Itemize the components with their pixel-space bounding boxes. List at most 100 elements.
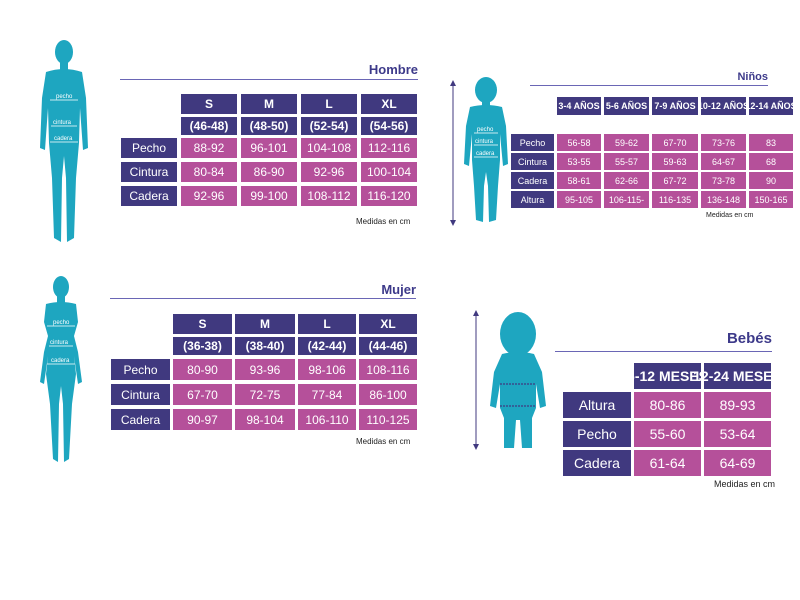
mujer-cell: 98-106 [297, 358, 357, 381]
mujer-row-label: Cintura [110, 383, 171, 406]
bebes-cell: 61-64 [633, 449, 702, 477]
hombre-size-m: M [240, 93, 298, 115]
ninos-cell: 73-76 [700, 133, 747, 152]
hombre-eu-s: (46-48) [180, 116, 238, 136]
ninos-cell: 59-63 [651, 152, 699, 171]
mujer-eu-l: (42-44) [297, 336, 357, 356]
ninos-cell: 116-135 [651, 190, 699, 209]
mujer-eu-xl: (44-46) [358, 336, 418, 356]
mujer-size-m: M [234, 313, 296, 335]
mujer-cell: 93-96 [234, 358, 296, 381]
mujer-cell: 67-70 [172, 383, 233, 406]
hombre-row-label: Pecho [120, 137, 178, 159]
ninos-size: 5-6 AÑOS [603, 96, 650, 116]
ninos-row-label: Altura [510, 190, 555, 209]
hombre-cell: 104-108 [300, 137, 358, 159]
ninos-size: 3-4 AÑOS [556, 96, 602, 116]
ninos-note: Medidas en cm [706, 212, 754, 219]
mujer-note: Medidas en cm [356, 437, 411, 446]
ninos-size: 10-12 AÑOS [698, 96, 749, 116]
bebes-cell: 64-69 [703, 449, 772, 477]
man-chest-label: pecho [56, 94, 73, 100]
bebes-row-label: Cadera [562, 449, 632, 477]
hombre-rule [120, 79, 418, 80]
hombre-title: Hombre [368, 62, 418, 77]
mujer-cell: 90-97 [172, 408, 233, 431]
mujer-size-xl: XL [358, 313, 418, 335]
ninos-title: Niños [737, 71, 768, 83]
woman-silhouette: pecho cintura cadera [40, 276, 82, 462]
hombre-cell: 96-101 [240, 137, 298, 159]
woman-waist-label: cintura [50, 340, 69, 346]
hombre-size-xl: XL [360, 93, 418, 115]
hombre-row-label: Cadera [120, 185, 178, 207]
hombre-eu-xl: (54-56) [360, 116, 418, 136]
mujer-title: Mujer [381, 282, 416, 297]
woman-hip-label: cadera [51, 358, 70, 364]
bebes-height-arrow [473, 310, 479, 450]
ninos-cell: 83 [748, 133, 794, 152]
ninos-rule [530, 85, 768, 86]
ninos-size: 7-9 AÑOS [651, 96, 699, 116]
ninos-cell: 136-148 [700, 190, 747, 209]
bebes-cell: 55-60 [633, 420, 702, 448]
bebes-size: 12-24 MESES [693, 362, 782, 390]
hombre-cell: 80-84 [180, 161, 238, 183]
woman-chest-label: pecho [53, 320, 70, 326]
hombre-cell: 88-92 [180, 137, 238, 159]
mujer-row-label: Cadera [110, 408, 171, 431]
man-silhouette: pecho cintura cadera [40, 40, 88, 242]
hombre-cell: 108-112 [300, 185, 358, 207]
mujer-cell: 77-84 [297, 383, 357, 406]
ninos-cell: 56-58 [556, 133, 602, 152]
ninos-row-label: Pecho [510, 133, 555, 152]
hombre-cell: 100-104 [360, 161, 418, 183]
ninos-size: 12-14 AÑOS [745, 96, 797, 116]
ninos-cell: 64-67 [700, 152, 747, 171]
hombre-row-label: Cintura [120, 161, 178, 183]
child-waist-label: cintura [475, 139, 494, 145]
bebes-cell: 53-64 [703, 420, 772, 448]
ninos-cell: 73-78 [700, 171, 747, 190]
ninos-height-arrow [450, 80, 456, 226]
hombre-note: Medidas en cm [356, 217, 411, 226]
mujer-eu-s: (36-38) [172, 336, 233, 356]
man-waist-label: cintura [53, 120, 72, 126]
hombre-cell: 92-96 [180, 185, 238, 207]
ninos-cell: 55-57 [603, 152, 650, 171]
ninos-row-label: Cintura [510, 152, 555, 171]
bebes-cell: 80-86 [633, 391, 702, 419]
ninos-row-label: Cadera [510, 171, 555, 190]
bebes-size: 6-12 MESES [627, 362, 708, 390]
man-hip-label: cadera [54, 136, 73, 142]
baby-silhouette [490, 312, 546, 448]
mujer-cell: 110-125 [358, 408, 418, 431]
bebes-row-label: Pecho [562, 420, 632, 448]
mujer-cell: 80-90 [172, 358, 233, 381]
ninos-cell: 90 [748, 171, 794, 190]
child-silhouette: pecho cintura cadera [464, 77, 508, 222]
mujer-rule [110, 298, 416, 299]
hombre-cell: 116-120 [360, 185, 418, 207]
hombre-cell: 112-116 [360, 137, 418, 159]
bebes-rule [555, 351, 772, 352]
ninos-cell: 106-115- [603, 190, 650, 209]
ninos-cell: 95-105 [556, 190, 602, 209]
hombre-cell: 92-96 [300, 161, 358, 183]
bebes-note: Medidas en cm [714, 479, 776, 489]
hombre-cell: 99-100 [240, 185, 298, 207]
mujer-cell: 98-104 [234, 408, 296, 431]
ninos-cell: 150-165 [748, 190, 794, 209]
mujer-cell: 108-116 [358, 358, 418, 381]
ninos-cell: 67-72 [651, 171, 699, 190]
hombre-eu-l: (52-54) [300, 116, 358, 136]
ninos-cell: 53-55 [556, 152, 602, 171]
hombre-size-s: S [180, 93, 238, 115]
ninos-cell: 67-70 [651, 133, 699, 152]
hombre-eu-m: (48-50) [240, 116, 298, 136]
bebes-row-label: Altura [562, 391, 632, 419]
ninos-cell: 58-61 [556, 171, 602, 190]
hombre-size-l: L [300, 93, 358, 115]
bebes-title: Bebés [726, 330, 772, 347]
ninos-cell: 59-62 [603, 133, 650, 152]
